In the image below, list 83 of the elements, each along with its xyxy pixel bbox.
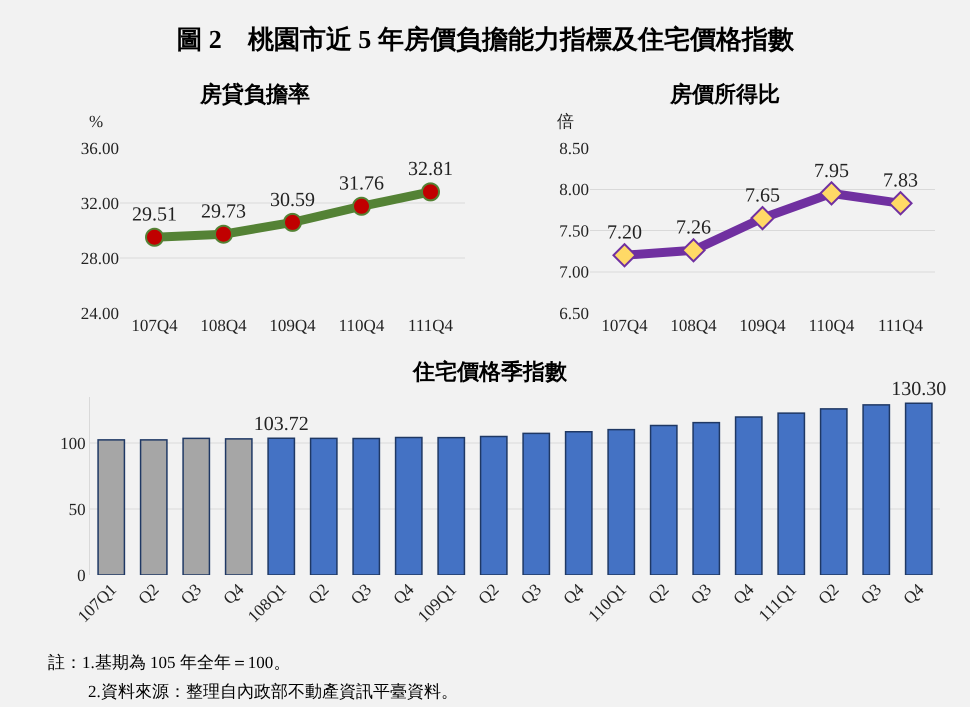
y-tick-label: 24.00 [80, 304, 119, 323]
chart-title: 房價所得比 [669, 82, 780, 106]
data-label: 7.83 [883, 170, 918, 192]
x-tick-label: Q3 [856, 580, 886, 608]
y-tick-label: 6.50 [559, 304, 589, 323]
bar [564, 431, 593, 575]
x-tick-label: Q2 [304, 580, 333, 608]
bar [480, 436, 508, 575]
bar [97, 439, 126, 575]
x-tick-label: 109Q4 [739, 316, 786, 335]
x-tick-label: 109Q4 [269, 316, 316, 335]
y-tick-label: 32.00 [80, 194, 119, 213]
x-tick-label: 111Q4 [878, 316, 924, 335]
bar [224, 438, 253, 575]
x-tick-label: 108Q4 [670, 316, 718, 335]
y-tick-label: 0 [77, 566, 86, 585]
x-tick-label: 108Q4 [200, 316, 248, 335]
point [352, 196, 371, 216]
y-tick-label: 36.00 [80, 138, 119, 158]
bar [650, 424, 678, 575]
bar [607, 428, 636, 575]
bar [182, 438, 210, 575]
x-tick-label: 110Q4 [338, 316, 385, 335]
point [750, 206, 775, 230]
data-label: 7.95 [814, 160, 849, 182]
x-tick-label: Q2 [474, 580, 503, 608]
x-tick-label: Q3 [176, 580, 206, 608]
chart-title: 住宅價格季指數 [412, 359, 568, 384]
bar [140, 439, 168, 575]
y-tick-label: 7.50 [559, 221, 589, 240]
point [214, 224, 233, 244]
bar [394, 436, 423, 575]
point [421, 182, 440, 202]
text: 2.資料來源：整理自內政部不動產資訊平臺資料。 [87, 681, 458, 703]
y-tick-label: 50 [68, 500, 86, 520]
data-label: 29.51 [132, 204, 177, 226]
x-tick-label: Q4 [559, 580, 588, 608]
data-label: 7.20 [607, 222, 642, 244]
bar [352, 438, 380, 575]
x-tick-label: Q4 [219, 580, 248, 608]
x-tick-label: Q4 [899, 580, 928, 608]
x-tick-label: Q2 [814, 580, 843, 608]
point [283, 212, 302, 232]
data-label: 130.30 [891, 378, 946, 400]
x-tick-label: Q3 [686, 580, 716, 608]
point [145, 228, 164, 247]
x-tick-label: 110Q4 [808, 316, 855, 335]
caption: 圖 2 桃園市近 5 年房價負擔能力指標及住宅價格指數 [175, 24, 795, 56]
y-tick-label: 28.00 [80, 248, 119, 268]
x-tick-label: Q3 [516, 580, 546, 608]
data-label: 7.26 [676, 216, 711, 239]
x-tick-label: 111Q4 [408, 316, 454, 335]
bar [437, 436, 466, 575]
bar [904, 402, 933, 575]
x-tick-label: Q2 [134, 580, 163, 608]
y-tick-label: 8.00 [559, 180, 589, 200]
data-label: 103.72 [254, 413, 309, 436]
y-tick-label: 100 [60, 434, 86, 454]
data-label: 32.81 [408, 158, 453, 180]
bar [267, 437, 296, 575]
x-tick-label: 107Q4 [131, 316, 178, 335]
data-label: 7.65 [745, 184, 780, 207]
bar [820, 408, 848, 575]
x-tick-label: Q2 [644, 580, 673, 608]
bar [734, 416, 763, 575]
chart-title: 房貸負擔率 [199, 82, 310, 106]
data-label: 30.59 [270, 188, 315, 211]
x-tick-label: Q4 [729, 580, 758, 608]
y-axis-title: % [89, 112, 104, 131]
data-label: 29.73 [201, 200, 246, 223]
x-tick-label: Q4 [389, 580, 418, 608]
text: 註：1.基期為 105 年全年＝100。 [48, 652, 292, 674]
bar [862, 404, 890, 575]
y-tick-label: 8.50 [559, 138, 589, 158]
x-tick-label: Q3 [346, 580, 376, 608]
y-axis-title: 倍 [557, 112, 574, 131]
x-tick-label: 107Q4 [601, 316, 648, 335]
y-tick-label: 7.00 [559, 262, 589, 282]
data-label: 31.76 [339, 172, 384, 195]
bar [777, 412, 806, 575]
bar [310, 438, 338, 575]
bar [522, 432, 550, 575]
bar [692, 422, 720, 575]
